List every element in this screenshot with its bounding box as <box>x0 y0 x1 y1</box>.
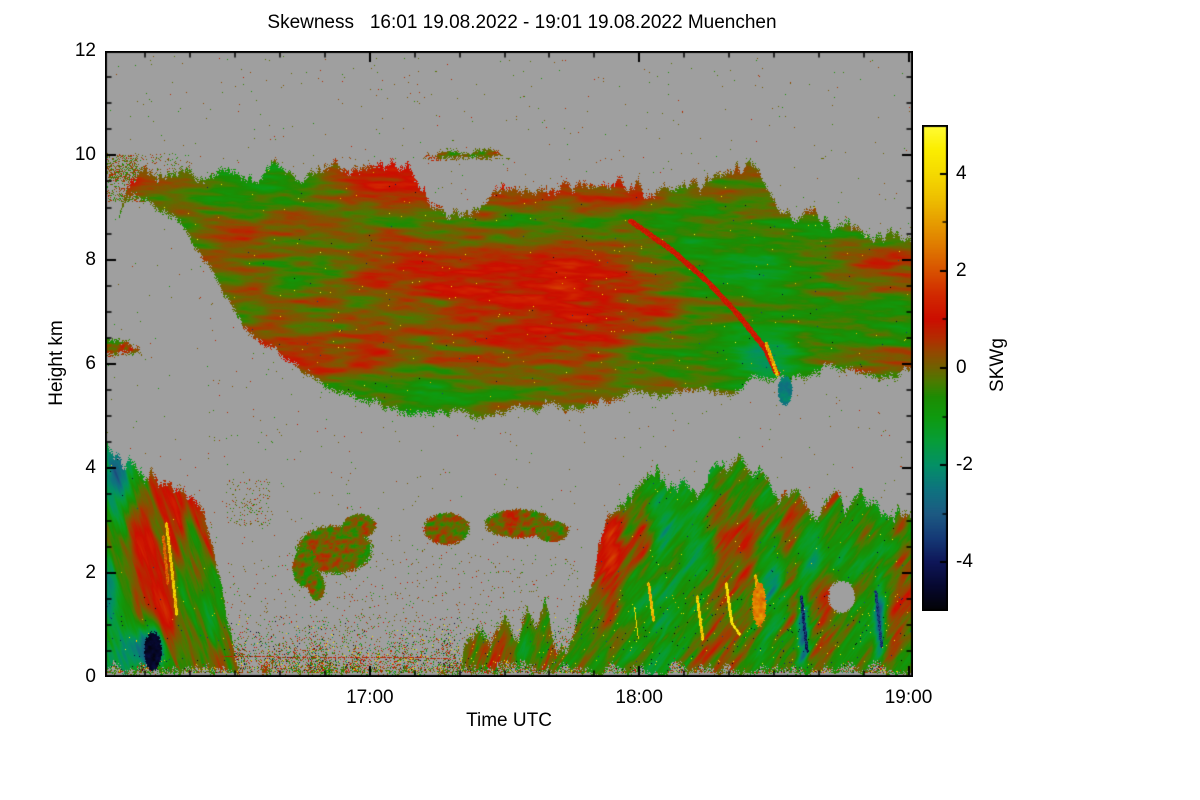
colorbar-canvas <box>922 125 948 611</box>
y-tick-label: 10 <box>74 144 96 166</box>
y-tick-label: 0 <box>85 666 96 687</box>
y-tick-label: 8 <box>85 248 96 270</box>
colorbar-tick-label: -4 <box>956 551 973 573</box>
x-axis-label: Time UTC <box>466 710 552 731</box>
x-tick-label: 18:00 <box>615 687 663 708</box>
colorbar-tick-label: -2 <box>956 454 973 476</box>
colorbar-tick-label: 2 <box>956 259 967 281</box>
y-tick-label: 6 <box>85 353 96 374</box>
colorbar-tick-label: 4 <box>956 162 967 184</box>
y-tick-label: 2 <box>85 561 96 583</box>
x-tick-label: 19:00 <box>884 687 933 708</box>
y-tick-label: 4 <box>85 457 96 479</box>
heatmap-canvas <box>105 51 913 677</box>
y-tick-label: 12 <box>74 40 96 61</box>
colorbar-tick-label: 0 <box>956 357 967 378</box>
x-tick-label: 17:00 <box>346 687 394 708</box>
chart-title: Skewness 16:01 19.08.2022 - 19:01 19.08.… <box>267 12 777 33</box>
